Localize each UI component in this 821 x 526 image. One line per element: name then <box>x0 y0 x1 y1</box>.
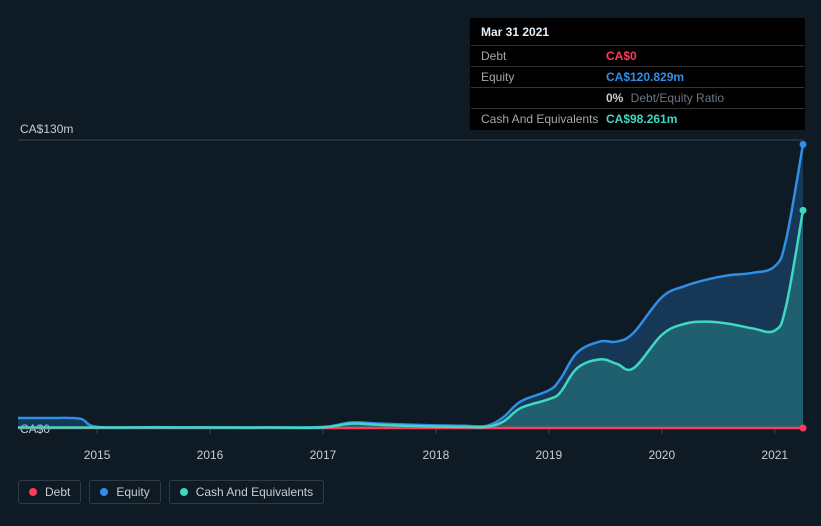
tooltip-row: 0% Debt/Equity Ratio <box>471 88 804 109</box>
x-axis-tick-label: 2020 <box>648 448 675 462</box>
legend-item-debt[interactable]: Debt <box>18 480 81 504</box>
tooltip-label: Cash And Equivalents <box>481 112 606 126</box>
x-axis-tick-label: 2015 <box>84 448 111 462</box>
x-axis-tick-label: 2017 <box>310 448 337 462</box>
tooltip-label: Debt <box>481 49 606 63</box>
x-axis-tick-label: 2021 <box>761 448 788 462</box>
chart-svg <box>18 120 803 440</box>
x-axis-tick-label: 2018 <box>423 448 450 462</box>
chart-legend: Debt Equity Cash And Equivalents <box>18 480 324 504</box>
series-endpoint-debt <box>800 425 807 432</box>
tooltip-row: DebtCA$0 <box>471 46 804 67</box>
tooltip-value: CA$0 <box>606 49 637 63</box>
tooltip-value: CA$98.261m <box>606 112 677 126</box>
tooltip-label <box>481 91 606 105</box>
legend-swatch-icon <box>100 488 108 496</box>
tooltip-value: CA$120.829m <box>606 70 684 84</box>
x-axis-tick-label: 2016 <box>197 448 224 462</box>
chart-plot-area[interactable] <box>18 120 803 470</box>
legend-swatch-icon <box>180 488 188 496</box>
legend-label: Equity <box>116 485 149 499</box>
chart-tooltip: Mar 31 2021 DebtCA$0EquityCA$120.829m0% … <box>470 18 805 130</box>
tooltip-value: 0% Debt/Equity Ratio <box>606 91 724 105</box>
x-axis-tick-label: 2019 <box>536 448 563 462</box>
legend-swatch-icon <box>29 488 37 496</box>
legend-label: Debt <box>45 485 70 499</box>
series-endpoint-equity <box>800 141 807 148</box>
tooltip-date: Mar 31 2021 <box>471 19 804 46</box>
series-endpoint-cash-and-equivalents <box>800 207 807 214</box>
legend-item-cash-and-equivalents[interactable]: Cash And Equivalents <box>169 480 324 504</box>
tooltip-row: EquityCA$120.829m <box>471 67 804 88</box>
tooltip-row: Cash And EquivalentsCA$98.261m <box>471 109 804 129</box>
x-axis-labels: 2015 2016 2017 2018 2019 2020 2021 <box>18 448 803 466</box>
tooltip-suffix: Debt/Equity Ratio <box>627 91 724 105</box>
legend-item-equity[interactable]: Equity <box>89 480 160 504</box>
financials-chart: Mar 31 2021 DebtCA$0EquityCA$120.829m0% … <box>0 0 821 526</box>
tooltip-label: Equity <box>481 70 606 84</box>
legend-label: Cash And Equivalents <box>196 485 313 499</box>
